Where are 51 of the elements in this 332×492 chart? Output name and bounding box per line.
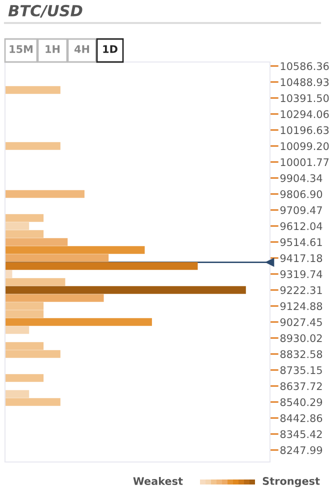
y-tick-label: 8540.29 bbox=[280, 398, 322, 406]
bar bbox=[5, 246, 145, 254]
text: Weakest bbox=[133, 476, 183, 486]
bar bbox=[5, 254, 109, 262]
bar bbox=[5, 222, 30, 230]
bar bbox=[5, 142, 60, 150]
y-tick-label: 9806.90 bbox=[280, 190, 322, 198]
y-tick-label: 10001.77 bbox=[280, 158, 329, 166]
y-tick-label: 9027.45 bbox=[280, 318, 322, 326]
bar bbox=[5, 270, 12, 278]
bar bbox=[5, 86, 60, 94]
y-tick-label: 10391.50 bbox=[280, 94, 329, 102]
y-tick-label: 9222.31 bbox=[280, 286, 322, 294]
y-tick-label: 10586.36 bbox=[280, 62, 329, 70]
bar bbox=[5, 318, 152, 326]
y-tick-label: 9514.61 bbox=[280, 238, 322, 246]
bar bbox=[5, 190, 84, 198]
bar bbox=[5, 286, 246, 294]
y-tick-label: 9612.04 bbox=[280, 222, 322, 230]
y-tick-label: 8345.42 bbox=[280, 430, 322, 438]
bar bbox=[5, 262, 198, 270]
bar bbox=[5, 294, 104, 302]
y-tick-label: 10488.93 bbox=[280, 78, 329, 86]
y-tick-label: 8832.58 bbox=[280, 350, 322, 358]
bar bbox=[5, 374, 44, 382]
bar bbox=[5, 230, 44, 238]
y-tick-label: 8442.86 bbox=[280, 414, 322, 422]
y-tick-label: 8735.15 bbox=[280, 366, 322, 374]
y-tick-label: 9904.34 bbox=[280, 174, 322, 182]
text: 15M bbox=[10, 45, 32, 54]
y-tick-label: 9417.18 bbox=[280, 254, 322, 262]
y-tick-label: 8930.02 bbox=[280, 334, 322, 342]
y-tick-label: 10294.06 bbox=[280, 110, 329, 118]
y-tick-label: 9709.47 bbox=[280, 206, 322, 214]
bar bbox=[5, 390, 30, 398]
text: 4H bbox=[74, 45, 90, 53]
bar bbox=[5, 398, 60, 406]
y-tick-label: 10099.20 bbox=[280, 142, 329, 150]
bar bbox=[5, 214, 44, 222]
y-tick-label: 10196.63 bbox=[280, 126, 329, 134]
text: 1H bbox=[46, 45, 60, 53]
text: 1D bbox=[103, 45, 118, 53]
text: Strongest bbox=[262, 477, 320, 488]
bar bbox=[5, 278, 66, 286]
y-tick-label: 8637.72 bbox=[280, 382, 322, 390]
bar bbox=[5, 326, 30, 334]
y-tick-label: 8247.99 bbox=[280, 446, 322, 454]
bar bbox=[5, 238, 68, 246]
chart-title: BTC/USD bbox=[8, 4, 82, 18]
y-tick-label: 9124.88 bbox=[280, 302, 322, 310]
y-tick-label: 9319.74 bbox=[280, 270, 322, 278]
